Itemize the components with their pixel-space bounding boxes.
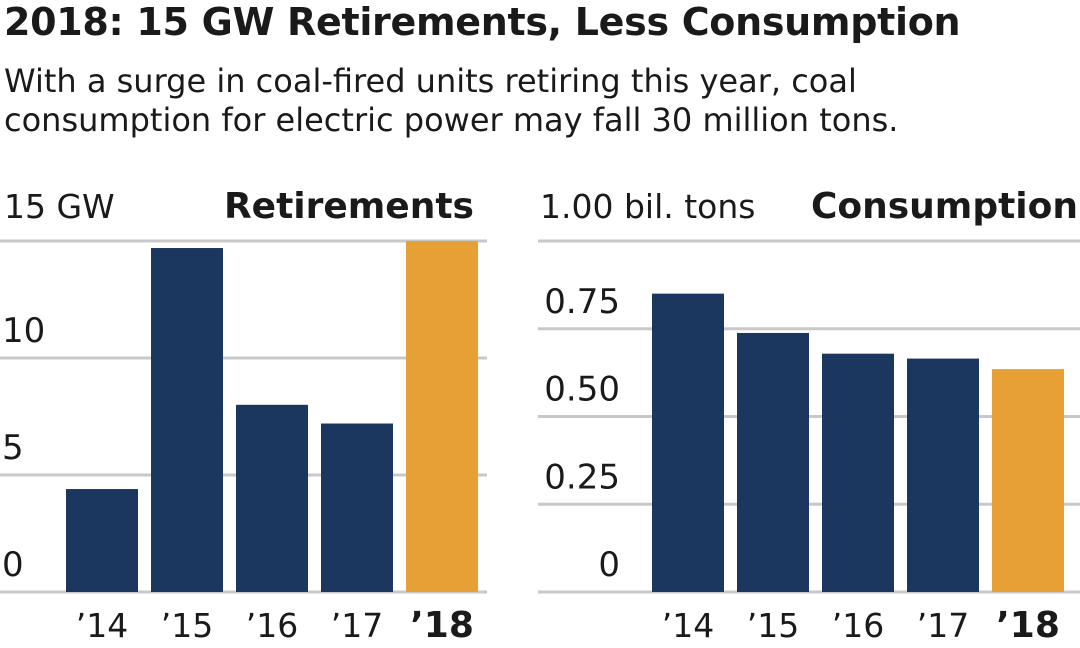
consumption-category-label: ’14	[662, 606, 714, 645]
chart-subtitle: With a surge in coal-fired units retirin…	[4, 62, 899, 139]
consumption-y-tick-label: 0.50	[544, 370, 620, 410]
retirements-bar-4	[406, 241, 478, 592]
retirements-category-label: ’18	[410, 605, 474, 646]
retirements-y-tick-label: 10	[2, 311, 45, 351]
retirements-category-label: ’17	[331, 606, 383, 645]
retirements-bar-2	[236, 404, 308, 592]
chart-headline: 2018: 15 GW Retirements, Less Consumptio…	[4, 0, 961, 44]
retirements-bar-1	[151, 248, 223, 592]
retirements-bar-0	[66, 489, 138, 592]
consumption-bar-3	[907, 358, 979, 592]
retirements-bar-3	[321, 423, 393, 592]
retirements-y-tick-label: 0	[2, 545, 24, 585]
consumption-bar-0	[652, 293, 724, 592]
consumption-panel-title: Consumption	[811, 186, 1078, 227]
retirements-unit-label: 15 GW	[4, 187, 115, 226]
consumption-y-tick-label: 0.25	[544, 457, 620, 497]
consumption-unit-label: 1.00 bil. tons	[540, 187, 755, 226]
retirements-category-label: ’16	[246, 606, 298, 645]
consumption-y-tick-label: 0	[598, 545, 620, 585]
consumption-y-tick-label: 0.75	[544, 282, 620, 322]
consumption-bar-2	[822, 353, 894, 592]
consumption-category-label: ’17	[917, 606, 969, 645]
consumption-bar-1	[737, 332, 809, 592]
retirements-panel-title: Retirements	[224, 186, 474, 227]
consumption-category-label: ’15	[747, 606, 799, 645]
consumption-category-label: ’16	[832, 606, 884, 645]
retirements-category-label: ’14	[76, 606, 128, 645]
consumption-bar-4	[992, 369, 1064, 592]
retirements-category-label: ’15	[161, 606, 213, 645]
consumption-category-label: ’18	[996, 605, 1060, 646]
retirements-y-tick-label: 5	[2, 428, 24, 468]
